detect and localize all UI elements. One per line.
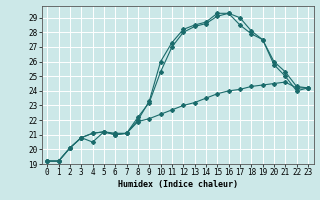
- X-axis label: Humidex (Indice chaleur): Humidex (Indice chaleur): [118, 180, 237, 189]
